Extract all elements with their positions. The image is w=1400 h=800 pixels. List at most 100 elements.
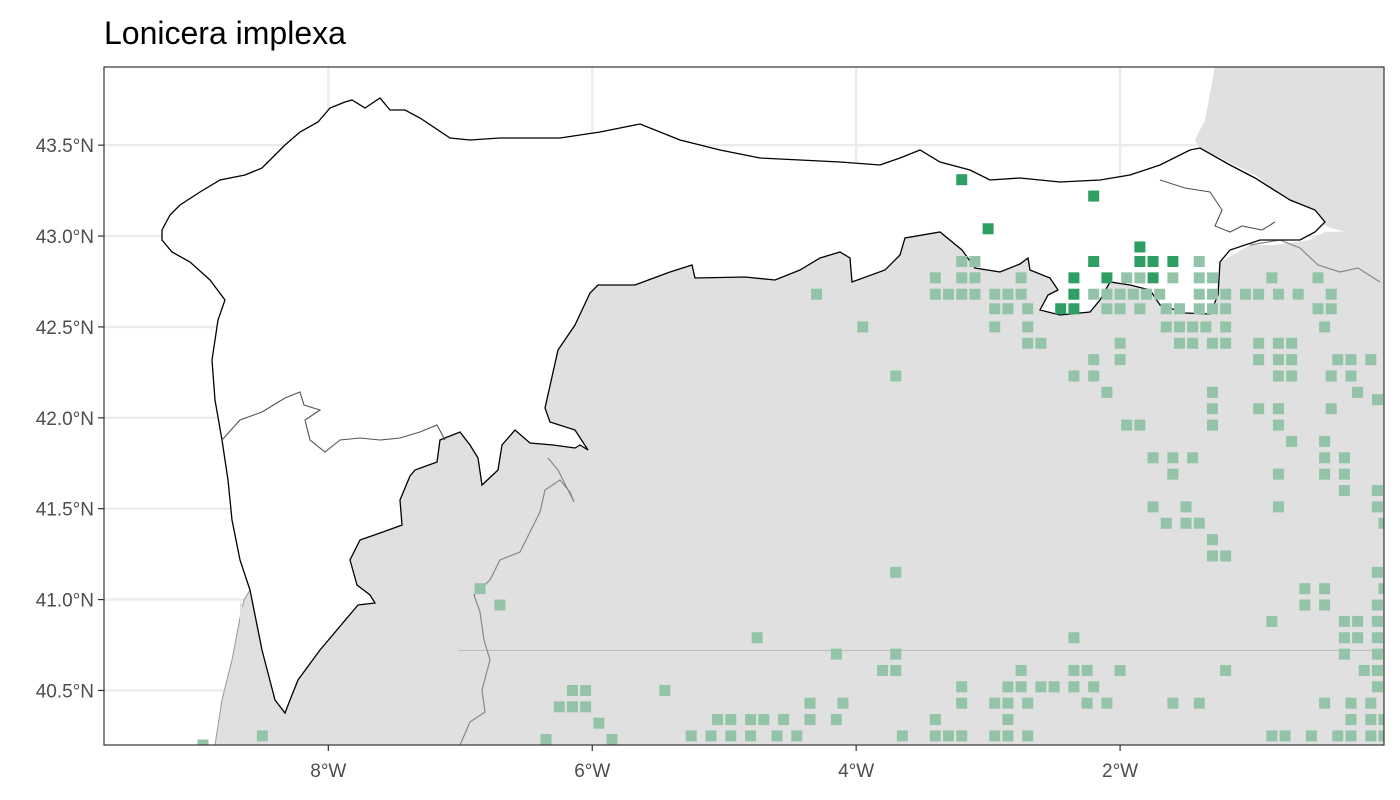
record-square-other (929, 272, 941, 284)
record-square-other (1206, 337, 1218, 349)
record-square-other (1365, 354, 1377, 366)
record-square-other (956, 255, 968, 267)
x-tick-label: 6°W (574, 761, 610, 782)
record-square-other (1088, 288, 1100, 300)
record-square-other (1325, 288, 1337, 300)
record-square-other (1134, 303, 1146, 315)
record-square-other (751, 632, 763, 644)
map-title: Lonicera implexa (104, 15, 346, 51)
record-square-other (566, 684, 578, 696)
region-internal-line-east (1159, 179, 1276, 233)
record-square-presence (1068, 303, 1080, 315)
record-square-other (1338, 648, 1350, 660)
record-square-other (1002, 303, 1014, 315)
record-square-other (1272, 354, 1284, 366)
record-square-other (1206, 288, 1218, 300)
record-square-other (1338, 485, 1350, 497)
record-square-other (1371, 394, 1383, 406)
record-square-other (1187, 452, 1199, 464)
record-square-presence (1068, 272, 1080, 284)
record-square-other (943, 730, 955, 742)
record-square-other (1220, 303, 1232, 315)
record-square-other (1173, 321, 1185, 333)
record-square-other (1193, 255, 1205, 267)
record-square-other (1114, 288, 1126, 300)
land-france (1195, 67, 1384, 240)
record-square-other (1187, 321, 1199, 333)
x-tick-label: 2°W (1102, 761, 1138, 782)
record-square-other (1114, 354, 1126, 366)
record-square-other (837, 697, 849, 709)
record-square-other (1147, 501, 1159, 513)
record-square-other (956, 272, 968, 284)
record-square-other (791, 730, 803, 742)
record-square-other (1180, 517, 1192, 529)
record-square-other (1332, 730, 1344, 742)
record-square-other (1173, 337, 1185, 349)
record-square-other (1319, 435, 1331, 447)
record-square-other (1272, 288, 1284, 300)
record-square-other (1200, 321, 1212, 333)
record-square-other (1286, 337, 1298, 349)
record-square-other (1193, 697, 1205, 709)
record-square-other (1193, 288, 1205, 300)
record-square-other (1101, 303, 1113, 315)
record-square-other (474, 583, 486, 595)
x-tick-label: 4°W (838, 761, 874, 782)
y-axis: 43.5°N 43.0°N 42.5°N 42.0°N 41.5°N 41.0°N 40.5… (36, 136, 104, 702)
record-square-other (1134, 419, 1146, 431)
record-square-other (1365, 697, 1377, 709)
record-square-other (989, 697, 1001, 709)
record-square-other (1088, 354, 1100, 366)
record-square-other (725, 730, 737, 742)
record-square-other (1002, 714, 1014, 726)
record-square-other (1160, 517, 1172, 529)
record-square-presence (1167, 255, 1179, 267)
record-square-other (1272, 419, 1284, 431)
record-square-other (1338, 632, 1350, 644)
record-square-other (890, 370, 902, 382)
record-square-other (1378, 517, 1384, 529)
record-square-other (1002, 681, 1014, 693)
record-square-other (1022, 337, 1034, 349)
record-square-other (804, 697, 816, 709)
record-square-other (1371, 501, 1383, 513)
record-square-other (1325, 403, 1337, 415)
record-square-other (1338, 468, 1350, 480)
record-square-other (1134, 272, 1146, 284)
record-square-other (896, 730, 908, 742)
record-square-other (1022, 697, 1034, 709)
record-square-presence (1147, 272, 1159, 284)
record-square-other (1286, 370, 1298, 382)
record-square-other (1371, 681, 1383, 693)
record-square-other (830, 714, 842, 726)
record-square-other (1101, 288, 1113, 300)
record-square-other (725, 714, 737, 726)
record-square-other (1193, 517, 1205, 529)
land-inland (240, 230, 1384, 700)
record-square-other (1279, 730, 1291, 742)
record-square-other (1193, 272, 1205, 284)
record-square-other (758, 714, 770, 726)
map-panel (104, 67, 1384, 745)
record-square-other (659, 684, 671, 696)
record-square-other (1272, 501, 1284, 513)
record-square-other (1319, 452, 1331, 464)
record-square-other (553, 701, 565, 713)
record-square-other (1114, 664, 1126, 676)
record-square-other (1292, 288, 1304, 300)
record-square-other (1220, 288, 1232, 300)
record-square-other (1338, 452, 1350, 464)
x-axis: 8°W 6°W 4°W 2°W (310, 745, 1138, 782)
record-square-other (969, 255, 981, 267)
record-square-other (1371, 599, 1383, 611)
record-square-other (1147, 452, 1159, 464)
record-square-other (580, 701, 592, 713)
record-square-other (1015, 272, 1027, 284)
record-square-other (989, 321, 1001, 333)
record-square-other (1371, 615, 1383, 627)
record-square-other (1253, 403, 1265, 415)
record-square-other (1332, 354, 1344, 366)
record-square-other (1272, 403, 1284, 415)
record-square-other (1022, 303, 1034, 315)
